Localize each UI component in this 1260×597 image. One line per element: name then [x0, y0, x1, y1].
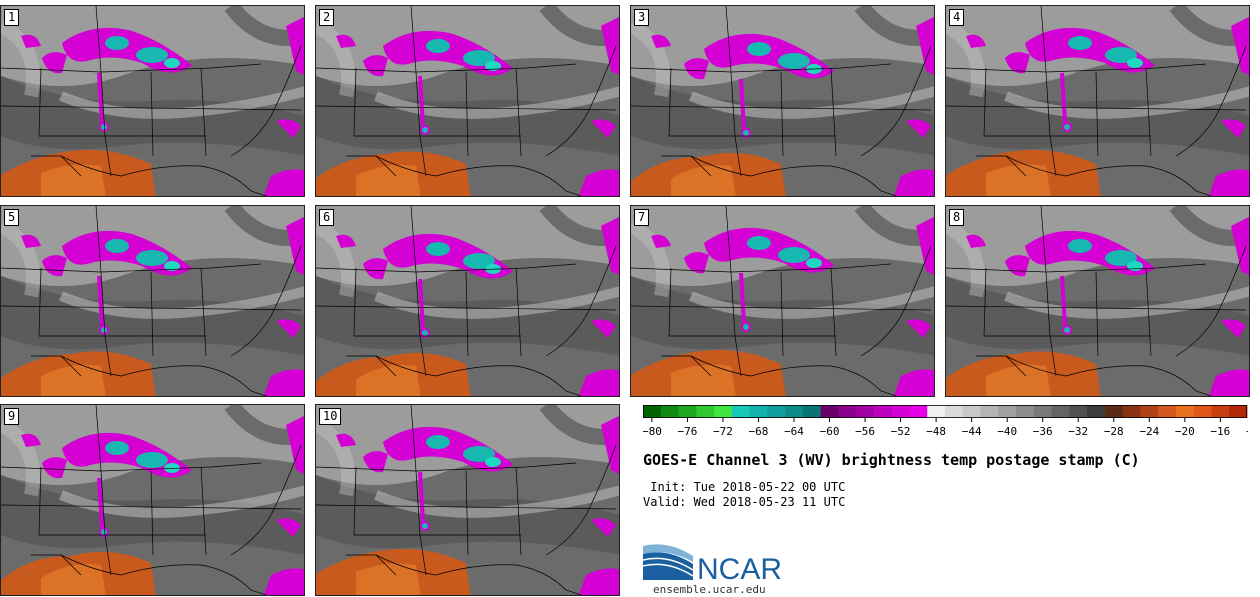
colorbar-tick-label: −36	[1033, 425, 1053, 438]
colorbar-segment	[856, 405, 875, 418]
stamp-panel-5: 5	[0, 205, 305, 397]
colorbar-tick-label: −44	[962, 425, 982, 438]
logo-text: NCAR	[697, 553, 782, 582]
colorbar-segment	[1104, 405, 1124, 418]
colorbar-tick-label: −56	[855, 425, 875, 438]
colorbar-segment	[909, 405, 928, 418]
init-time: Init: Tue 2018-05-22 00 UTC	[643, 480, 846, 494]
colorbar-segment	[767, 405, 786, 418]
colorbar-tick-label: −48	[926, 425, 946, 438]
panel-number-3: 3	[634, 9, 650, 26]
panel-number-4: 4	[949, 9, 965, 26]
valid-time: Valid: Wed 2018-05-23 11 UTC	[643, 495, 846, 509]
colorbar-segment	[891, 405, 910, 418]
stamp-panel-2: 2	[315, 5, 620, 197]
panel-number-2: 2	[319, 9, 335, 26]
colorbar-segment	[962, 405, 981, 418]
colorbar-segment	[802, 405, 822, 418]
colorbar-segment	[731, 405, 750, 418]
stamp-panel-6: 6	[315, 205, 620, 397]
panel-number-5: 5	[4, 209, 20, 226]
stamp-panel-8: 8	[945, 205, 1250, 397]
colorbar-segment	[643, 405, 662, 418]
colorbar-tick-label: −68	[749, 425, 769, 438]
stamp-panel-9: 9	[0, 404, 305, 596]
colorbar-segment	[927, 405, 946, 418]
site-url: ensemble.ucar.edu	[653, 583, 766, 596]
colorbar-segment	[1122, 405, 1141, 418]
colorbar-tick-label: −40	[997, 425, 1017, 438]
colorbar-tick-label: −16	[1210, 425, 1230, 438]
colorbar-segment	[945, 405, 964, 418]
colorbar-segment	[1158, 405, 1177, 418]
colorbar-segment	[998, 405, 1017, 418]
wv-map-8	[946, 206, 1249, 396]
temperature-colorbar: −80 −76 −72 −68 −64 −60 −56 −52 −48 −44 −40 −36 −32 −…	[643, 405, 1248, 438]
colorbar-tick-label: −64	[784, 425, 804, 438]
panel-number-1: 1	[4, 9, 20, 26]
wv-map-4	[946, 6, 1249, 196]
colorbar-tick-label: −60	[820, 425, 840, 438]
colorbar-segment	[1211, 405, 1230, 418]
colorbar-segment	[1051, 405, 1070, 418]
colorbar-segment	[1229, 405, 1248, 418]
stamp-panel-10: 10	[315, 404, 620, 596]
wv-map-3	[631, 6, 934, 196]
wv-map-1	[1, 6, 304, 196]
panel-number-9: 9	[4, 408, 20, 425]
colorbar-tick-label: −76	[677, 425, 697, 438]
colorbar-segment	[820, 405, 839, 418]
wv-map-2	[316, 6, 619, 196]
colorbar-tick-label: −12	[1246, 425, 1248, 438]
colorbar-segment	[785, 405, 804, 418]
wv-map-10	[316, 405, 619, 595]
colorbar-segment	[660, 405, 679, 418]
colorbar-segment	[1140, 405, 1159, 418]
colorbar-segment	[873, 405, 893, 418]
colorbar-tick-label: −20	[1175, 425, 1195, 438]
wv-map-7	[631, 206, 934, 396]
ncar-logo: NCAR	[643, 544, 782, 582]
chart-title: GOES-E Channel 3 (WV) brightness temp po…	[643, 451, 1140, 469]
colorbar-segment	[696, 405, 715, 418]
stamp-panel-3: 3	[630, 5, 935, 197]
colorbar-segment	[1175, 405, 1195, 418]
stamp-panel-1: 1	[0, 5, 305, 197]
panel-number-7: 7	[634, 209, 650, 226]
wv-map-9	[1, 405, 304, 595]
colorbar-segment	[980, 405, 999, 418]
colorbar-segment	[714, 405, 733, 418]
colorbar-tick-label: −52	[891, 425, 911, 438]
stamp-panel-7: 7	[630, 205, 935, 397]
colorbar-tick-label: −24	[1139, 425, 1159, 438]
colorbar-segment	[838, 405, 857, 418]
colorbar-tick-label: −32	[1068, 425, 1088, 438]
colorbar-tick-label: −80	[643, 425, 662, 438]
colorbar-segment	[1033, 405, 1052, 418]
colorbar-segment	[1016, 405, 1035, 418]
panel-number-6: 6	[319, 209, 335, 226]
colorbar-segment	[1087, 405, 1106, 418]
panel-number-8: 8	[949, 209, 965, 226]
colorbar-tick-label: −28	[1104, 425, 1124, 438]
colorbar-segment	[749, 405, 768, 418]
panel-number-10: 10	[319, 408, 342, 425]
colorbar-segment	[1069, 405, 1088, 418]
colorbar-segment	[1193, 405, 1212, 418]
wv-map-6	[316, 206, 619, 396]
colorbar-segment	[678, 405, 697, 418]
wv-map-5	[1, 206, 304, 396]
colorbar-tick-label: −72	[713, 425, 733, 438]
stamp-panel-4: 4	[945, 5, 1250, 197]
